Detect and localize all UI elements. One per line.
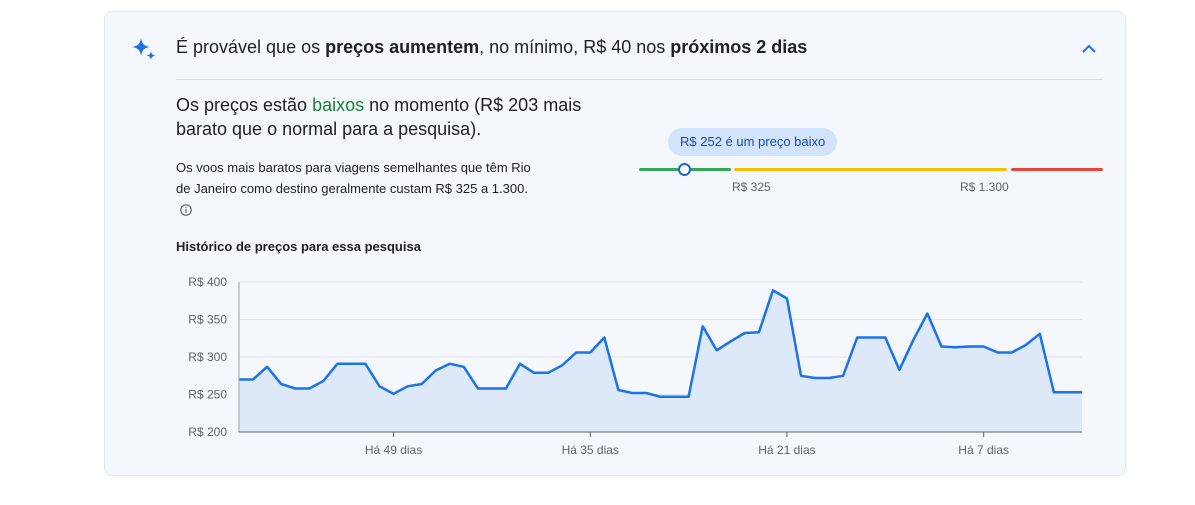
y-tick-label: R$ 400 [188,275,227,289]
x-tick-label: Há 35 dias [562,443,619,457]
description-text: Os voos mais baratos para viagens semelh… [176,160,531,196]
chevron-up-icon[interactable] [1078,38,1100,60]
status-prefix: Os preços estão [176,95,313,115]
sparkle-icon [132,38,156,60]
price-status: Os preços estão baixos no momento (R$ 20… [176,93,606,141]
price-history-title: Histórico de preços para essa pesquisa [176,239,421,254]
range-low-label: R$ 325 [732,180,771,194]
range-high-label: R$ 1.300 [960,180,1009,194]
price-area-fill [239,290,1082,432]
x-tick-label: Há 21 dias [758,443,815,457]
current-price-pill: R$ 252 é um preço baixo [668,128,838,156]
status-level: baixos [312,95,365,115]
x-tick-label: Há 49 dias [365,443,422,457]
y-tick-label: R$ 250 [188,388,227,402]
price-history-chart: R$ 400 R$ 350 R$ 300 R$ 250 R$ 200 Há 49 dias… [188,275,1082,457]
typical-price-segment [734,168,1007,171]
y-tick-label: R$ 300 [188,350,227,364]
status-suffix: no momento (R$ 203 mais barato que o nor… [176,95,582,139]
y-tick-label: R$ 350 [188,313,227,327]
price-series-line [239,289,1082,399]
typical-price-description: Os voos mais baratos para viagens semelh… [176,157,536,220]
headline-part-4: próximos 2 dias [670,37,808,57]
x-tick-label: Há 7 dias [958,443,1009,457]
y-tick-label: R$ 200 [188,425,227,439]
high-price-segment [1011,168,1103,171]
current-price-marker [678,163,691,176]
price-range-indicator: R$ 252 é um preço baixo R$ 325 R$ 1.300 [639,128,1105,198]
headline-part-2: preços aumentem [325,37,480,57]
section-divider [176,79,1103,80]
headline-part-1: É provável que os [176,37,326,57]
headline-part-3: , no mínimo, R$ 40 nos [479,37,671,57]
insight-headline: É provável que os preços aumentem, no mí… [176,37,807,58]
info-icon[interactable] [180,204,192,216]
